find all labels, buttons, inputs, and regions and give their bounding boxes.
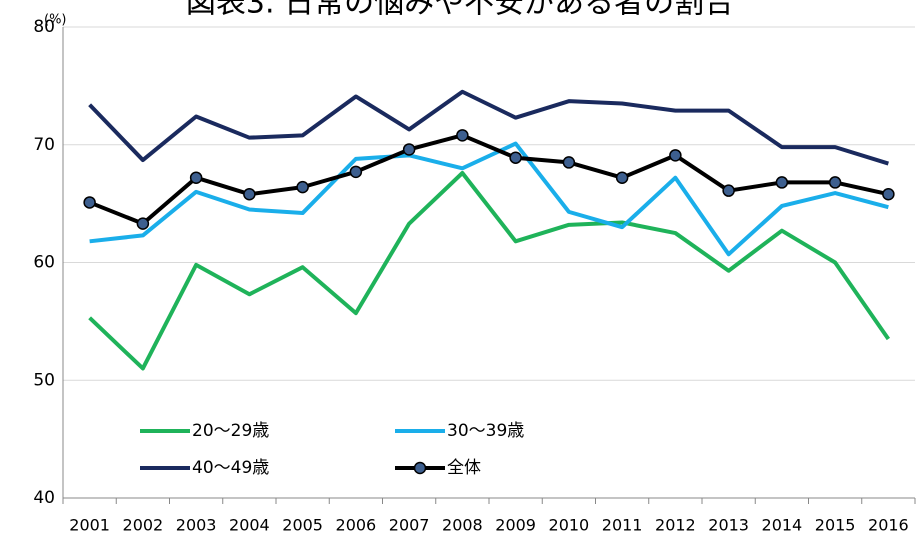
x-tick-label: 2013 <box>708 516 749 535</box>
x-tick-label: 2006 <box>336 516 377 535</box>
x-tick-label: 2016 <box>868 516 909 535</box>
y-unit: (%) <box>44 13 67 28</box>
series-line <box>88 133 889 226</box>
marker <box>456 129 469 142</box>
marker <box>189 171 203 184</box>
marker <box>722 184 735 197</box>
marker <box>615 171 629 184</box>
legend-label: 20〜29歳 <box>192 421 269 441</box>
marker <box>775 176 789 189</box>
legend-label: 全体 <box>447 458 481 478</box>
y-tick-label: 70 <box>33 135 55 155</box>
x-tick-label: 2001 <box>69 516 110 535</box>
marker <box>296 180 309 194</box>
series-line <box>89 141 889 257</box>
marker <box>509 151 522 164</box>
x-tick-label: 2002 <box>123 516 164 535</box>
legend-marker <box>413 461 427 475</box>
x-tick-label: 2007 <box>389 516 430 535</box>
marker <box>562 156 576 169</box>
y-tick-label: 60 <box>33 253 55 273</box>
x-tick-label: 2010 <box>549 516 590 535</box>
x-tick-label: 2014 <box>762 516 803 535</box>
marker <box>136 217 150 230</box>
series-line <box>88 171 891 371</box>
chart-title: 図表3. 日常の悩みや不安がある者の割合 <box>186 0 734 21</box>
marker <box>402 143 416 156</box>
x-tick-label: 2011 <box>602 516 643 535</box>
x-tick-label: 2004 <box>229 516 270 535</box>
x-tick-label: 2005 <box>282 516 323 535</box>
marker <box>828 176 842 189</box>
series-line <box>88 89 889 166</box>
x-tick-label: 2009 <box>495 516 536 535</box>
marker <box>349 165 363 179</box>
y-tick-label: 50 <box>33 370 55 390</box>
marker <box>243 187 256 201</box>
marker <box>83 196 96 209</box>
marker <box>669 149 682 162</box>
y-tick-label: 40 <box>33 488 55 508</box>
x-tick-label: 2015 <box>815 516 856 535</box>
legend-label: 30〜39歳 <box>447 421 524 441</box>
legend-label: 40〜49歳 <box>192 458 269 478</box>
x-tick-label: 2003 <box>176 516 217 535</box>
y-tick-label: 80 <box>33 17 55 37</box>
x-tick-label: 2012 <box>655 516 696 535</box>
marker <box>882 187 895 201</box>
x-tick-label: 2008 <box>442 516 483 535</box>
